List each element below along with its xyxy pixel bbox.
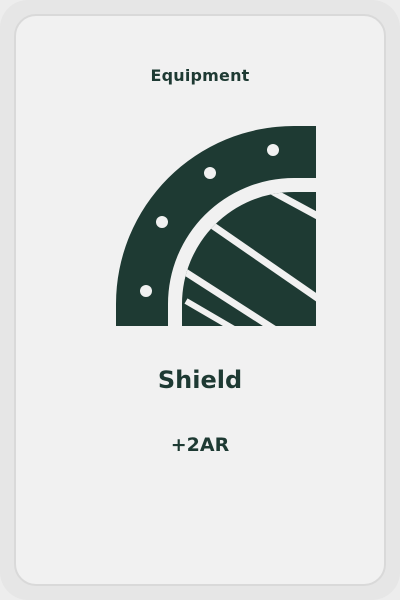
- shield-icon-graphic: [116, 126, 316, 326]
- card-stat: +2AR: [170, 434, 230, 456]
- card-name: Shield: [157, 366, 243, 394]
- shield-icon: [116, 126, 316, 326]
- card-face: Equipment: [14, 14, 386, 586]
- card-category: Equipment: [150, 66, 250, 85]
